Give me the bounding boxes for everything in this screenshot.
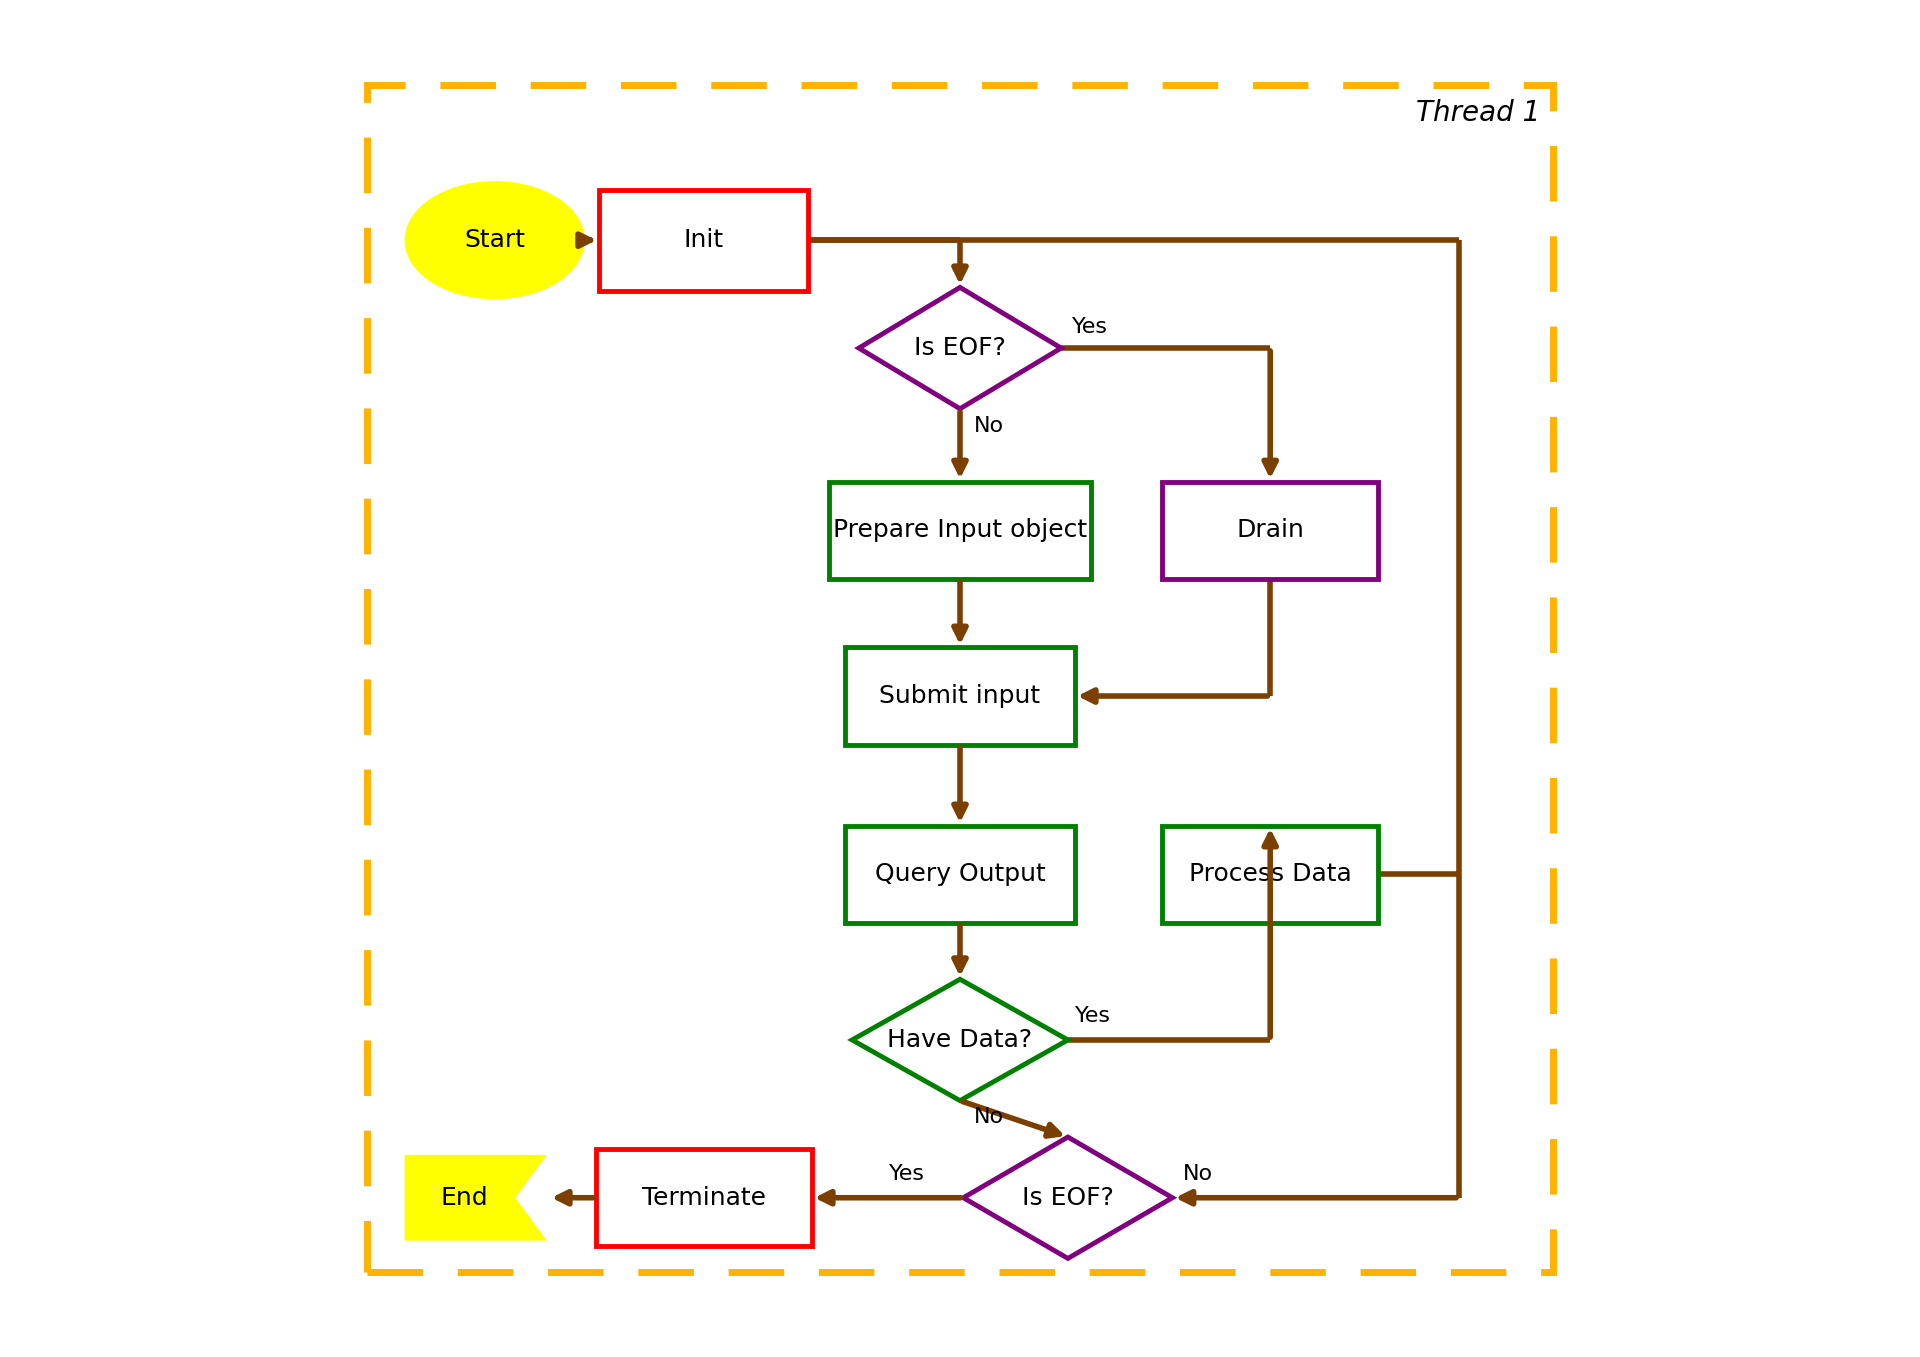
Polygon shape [964,1137,1173,1258]
Text: Submit input: Submit input [879,684,1041,708]
Text: Yes: Yes [1075,1007,1110,1026]
FancyBboxPatch shape [829,482,1091,578]
Text: Query Output: Query Output [876,862,1044,886]
Text: No: No [973,1107,1004,1128]
Text: Is EOF?: Is EOF? [1021,1186,1114,1209]
Polygon shape [858,288,1062,408]
Text: Yes: Yes [889,1164,925,1185]
Text: Drain: Drain [1236,518,1304,543]
Text: Thread 1: Thread 1 [1415,99,1540,126]
Text: Start: Start [465,228,526,252]
Text: Process Data: Process Data [1188,862,1352,886]
Text: Is EOF?: Is EOF? [914,337,1006,360]
Text: No: No [1183,1164,1213,1185]
FancyBboxPatch shape [595,1149,812,1246]
Text: Yes: Yes [1071,318,1108,338]
Ellipse shape [407,183,582,297]
Polygon shape [852,980,1068,1101]
FancyBboxPatch shape [1162,825,1379,923]
FancyBboxPatch shape [1162,482,1379,578]
Text: Prepare Input object: Prepare Input object [833,518,1087,543]
Text: Have Data?: Have Data? [887,1029,1033,1052]
Text: No: No [973,415,1004,436]
FancyBboxPatch shape [845,825,1075,923]
Text: End: End [442,1186,488,1209]
FancyBboxPatch shape [599,190,808,290]
Text: Terminate: Terminate [641,1186,766,1209]
Text: Init: Init [684,228,724,252]
Polygon shape [407,1158,541,1238]
FancyBboxPatch shape [845,647,1075,745]
